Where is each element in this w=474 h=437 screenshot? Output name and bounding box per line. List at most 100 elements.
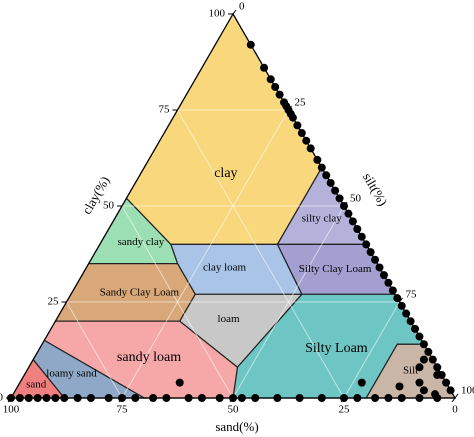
- data-point: [397, 301, 406, 310]
- data-point: [7, 394, 15, 402]
- data-point: [297, 129, 306, 138]
- silt-tick-label: 25: [295, 97, 307, 109]
- region-label: silty clay: [302, 212, 343, 224]
- data-point: [348, 217, 357, 226]
- data-point: [375, 263, 384, 272]
- data-point: [362, 240, 371, 249]
- data-point: [419, 340, 428, 349]
- region-label: clay loam: [203, 262, 247, 274]
- labels: clay silty clay Silty Clay Loam clay loam sa…: [26, 166, 418, 391]
- sand-tick-label: 50: [228, 404, 240, 416]
- data-point: [371, 394, 380, 402]
- tick-mark: [451, 397, 456, 403]
- data-point: [357, 232, 366, 241]
- clay-tick-label: 0: [0, 392, 4, 404]
- grid-line: [343, 301, 400, 399]
- grid-line: [121, 109, 289, 399]
- data-point: [428, 355, 437, 364]
- data-point: [246, 40, 255, 49]
- data-point: [384, 394, 393, 402]
- data-point: [24, 394, 33, 402]
- data-point: [353, 225, 362, 234]
- data-point: [379, 271, 388, 280]
- data-point: [306, 144, 315, 153]
- tick-mark: [232, 9, 237, 15]
- data-point: [73, 394, 82, 402]
- region-label: Silt: [403, 365, 418, 377]
- data-point: [271, 82, 280, 91]
- data-point: [317, 163, 326, 172]
- data-point: [60, 394, 69, 402]
- data-point: [295, 394, 304, 402]
- data-point: [433, 363, 442, 372]
- data-point: [251, 394, 260, 402]
- points: [7, 40, 455, 402]
- data-point: [149, 394, 158, 402]
- data-point: [162, 394, 171, 402]
- grid-line: [66, 301, 123, 399]
- sand-axis-title: sand(%): [215, 419, 258, 434]
- data-point: [344, 209, 353, 218]
- data-point: [442, 378, 451, 387]
- grid-line: [121, 205, 234, 399]
- data-point: [419, 355, 428, 364]
- data-point: [229, 394, 237, 402]
- region-label: Silty Clay Loam: [299, 263, 372, 275]
- data-point: [275, 90, 284, 99]
- data-point: [15, 394, 24, 402]
- data-point: [402, 309, 411, 318]
- data-point: [331, 186, 340, 195]
- silt-axis-title: silt(%): [360, 170, 391, 208]
- data-point: [415, 363, 424, 372]
- data-point: [419, 386, 428, 395]
- sand-tick-label: 75: [117, 404, 129, 416]
- region-label: sandy loam: [117, 350, 181, 365]
- clay-tick-label: 100: [209, 8, 226, 20]
- sand-tick-label: 100: [3, 404, 20, 416]
- data-point: [406, 317, 415, 326]
- region-label: sand: [26, 379, 47, 391]
- data-point: [353, 394, 362, 402]
- clay-tick-label: 25: [48, 296, 60, 308]
- clay-tick-label: 50: [103, 200, 115, 212]
- data-point: [313, 155, 322, 164]
- region-label: Sandy Clay Loam: [100, 286, 180, 298]
- data-point: [335, 194, 344, 203]
- data-point: [397, 394, 406, 402]
- data-point: [175, 378, 184, 387]
- data-point: [293, 121, 302, 130]
- region-label: loamy sand: [46, 368, 97, 380]
- region-label: sandy clay: [118, 236, 165, 248]
- data-point: [237, 394, 246, 402]
- data-point: [415, 394, 424, 402]
- data-point: [215, 394, 224, 402]
- data-point: [393, 294, 402, 303]
- silt-tick-label: 100: [461, 385, 474, 397]
- data-point: [317, 394, 326, 402]
- region-label: loam: [218, 313, 240, 325]
- data-point: [433, 370, 442, 379]
- tick-mark: [454, 393, 459, 399]
- silt-tick-label: 0: [239, 1, 245, 13]
- data-point: [357, 378, 366, 387]
- sand-tick-label: 0: [452, 404, 458, 416]
- data-point: [424, 347, 433, 356]
- data-point: [42, 394, 51, 402]
- data-point: [184, 394, 193, 402]
- data-point: [86, 394, 95, 402]
- data-point: [395, 382, 404, 391]
- sand-tick-label: 25: [339, 404, 351, 416]
- clay-tick-label: 75: [159, 104, 171, 116]
- tick-mark: [399, 297, 403, 303]
- data-point: [433, 394, 442, 402]
- data-point: [411, 324, 420, 333]
- soil-region: [125, 12, 323, 245]
- data-point: [288, 113, 297, 122]
- grid-line: [177, 109, 345, 399]
- data-point: [260, 63, 269, 72]
- region-label: clay: [214, 166, 237, 181]
- data-point: [340, 394, 348, 402]
- data-point: [415, 378, 424, 387]
- data-point: [197, 394, 206, 402]
- region-label: Silty Loam: [305, 341, 368, 356]
